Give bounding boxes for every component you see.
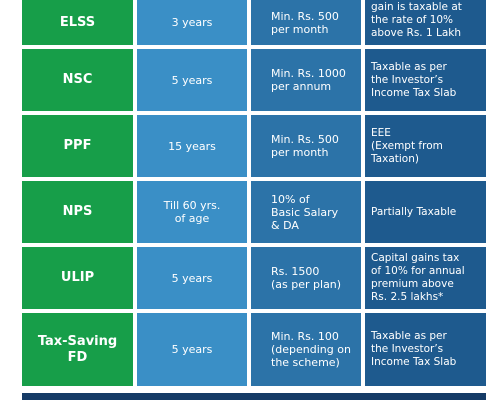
min-investment: Min. Rs. 500 per month <box>271 9 339 36</box>
min-investment: Min. Rs. 1000 per annum <box>271 67 346 93</box>
min-investment: Min. Rs. 100 (depending on the scheme) <box>271 330 351 369</box>
taxation-cell: Taxable as per the Investor’s Income Tax… <box>365 49 486 111</box>
lock-in-period: 5 years <box>171 343 213 356</box>
taxation: Taxable as per the Investor’s Income Tax… <box>371 60 457 99</box>
table-row-tax-saving-fd: Tax-Saving FD 5 years Min. Rs. 100 (depe… <box>22 313 486 386</box>
table-row-elss: ELSS 3 years Min. Rs. 500 per month gain… <box>22 0 486 45</box>
taxation-cell: EEE (Exempt from Taxation) <box>365 115 486 177</box>
scheme-name-cell: ULIP <box>22 247 133 309</box>
scheme-name-cell: ELSS <box>22 0 133 45</box>
scheme-name-cell: Tax-Saving FD <box>22 313 133 386</box>
lock-in-period: Till 60 yrs. of age <box>163 199 221 225</box>
min-investment-cell: Min. Rs. 1000 per annum <box>251 49 361 111</box>
table-row-ppf: PPF 15 years Min. Rs. 500 per month EEE … <box>22 115 486 177</box>
table-row-nsc: NSC 5 years Min. Rs. 1000 per annum Taxa… <box>22 49 486 111</box>
lock-in-period: 15 years <box>168 139 216 153</box>
lock-in-period-cell: 5 years <box>137 247 247 309</box>
min-investment-cell: Rs. 1500 (as per plan) <box>251 247 361 309</box>
table-row-ulip: ULIP 5 years Rs. 1500 (as per plan) Capi… <box>22 247 486 309</box>
scheme-name: ULIP <box>60 270 95 285</box>
taxation-cell: gain is taxable at the rate of 10% above… <box>365 0 486 45</box>
taxation-cell: Partially Taxable <box>365 181 486 243</box>
taxation: Taxable as per the Investor’s Income Tax… <box>371 330 457 368</box>
scheme-name-cell: PPF <box>22 115 133 177</box>
lock-in-period-cell: 5 years <box>137 49 247 111</box>
footer-bar <box>22 393 486 400</box>
min-investment-cell: Min. Rs. 100 (depending on the scheme) <box>251 313 361 386</box>
lock-in-period: 3 years <box>171 16 213 29</box>
taxation-cell: Taxable as per the Investor’s Income Tax… <box>365 313 486 386</box>
min-investment: Rs. 1500 (as per plan) <box>271 265 342 291</box>
min-investment: 10% of Basic Salary & DA <box>271 192 339 232</box>
min-investment-cell: Min. Rs. 500 per month <box>251 115 361 177</box>
min-investment: Min. Rs. 500 per month <box>271 133 339 159</box>
lock-in-period: 5 years <box>171 73 213 87</box>
min-investment-cell: Min. Rs. 500 per month <box>251 0 361 45</box>
lock-in-period-cell: 3 years <box>137 0 247 45</box>
scheme-name: NSC <box>62 72 93 87</box>
lock-in-period-cell: Till 60 yrs. of age <box>137 181 247 243</box>
lock-in-period-cell: 5 years <box>137 313 247 386</box>
scheme-name: ELSS <box>59 14 96 30</box>
table-row-nps: NPS Till 60 yrs. of age 10% of Basic Sal… <box>22 181 486 243</box>
taxation: gain is taxable at the rate of 10% above… <box>371 1 462 39</box>
scheme-name-cell: NSC <box>22 49 133 111</box>
min-investment-cell: 10% of Basic Salary & DA <box>251 181 361 243</box>
taxation: EEE (Exempt from Taxation) <box>371 126 443 165</box>
lock-in-period: 5 years <box>171 271 213 285</box>
lock-in-period-cell: 15 years <box>137 115 247 177</box>
taxation: Capital gains tax of 10% for annual prem… <box>371 252 465 303</box>
taxation: Partially Taxable <box>371 205 457 218</box>
scheme-name: PPF <box>63 138 92 153</box>
scheme-name: Tax-Saving FD <box>37 333 118 365</box>
taxation-cell: Capital gains tax of 10% for annual prem… <box>365 247 486 309</box>
scheme-name: NPS <box>62 204 93 219</box>
scheme-name-cell: NPS <box>22 181 133 243</box>
